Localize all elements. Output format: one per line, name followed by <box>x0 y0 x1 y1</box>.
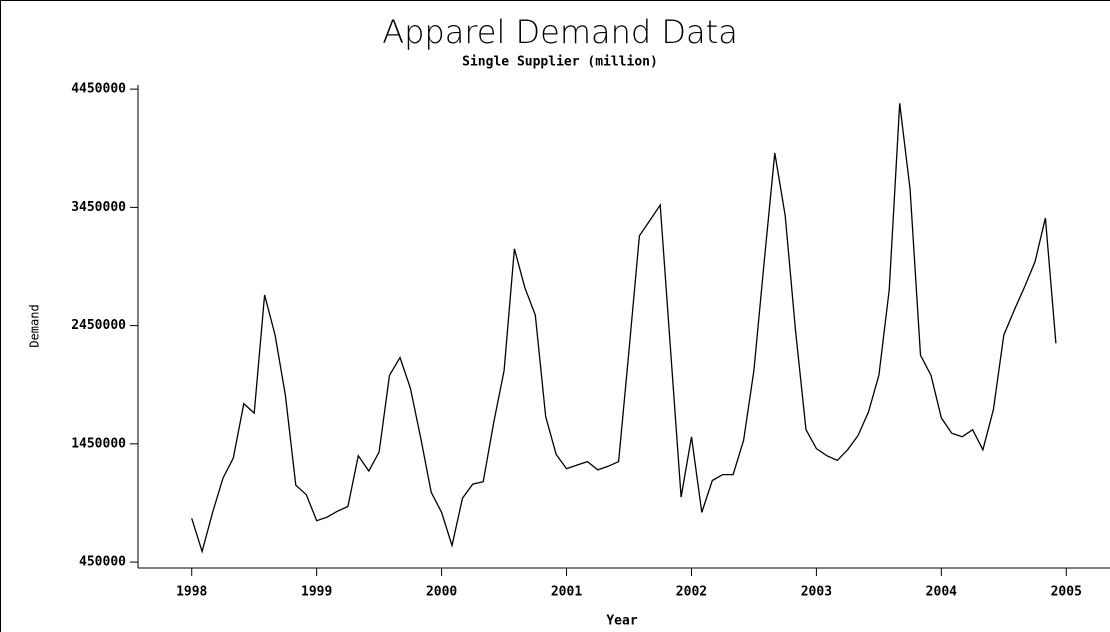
x-tick-label: 2004 <box>926 585 957 600</box>
x-tick-label: 2002 <box>676 585 707 600</box>
chart-subtitle: Single Supplier (million) <box>462 55 658 70</box>
y-tick-label: 2450000 <box>71 318 126 333</box>
y-tick-label: 4450000 <box>71 82 126 97</box>
x-tick-label: 1998 <box>176 585 207 600</box>
y-tick-label: 1450000 <box>71 436 126 451</box>
x-tick-label: 2005 <box>1051 585 1082 600</box>
y-tick-label: 3450000 <box>71 200 126 215</box>
y-tick-label: 450000 <box>79 555 126 570</box>
data-line <box>191 103 1057 554</box>
x-tick-label: 2001 <box>551 585 582 600</box>
x-tick-label: 2003 <box>801 585 832 600</box>
chart-title: Apparel Demand Data <box>382 13 738 51</box>
y-axis-label: Demand <box>28 304 42 347</box>
x-tick-label: 2000 <box>426 585 457 600</box>
x-axis-label: Year <box>606 614 637 629</box>
x-tick-label: 1999 <box>301 585 332 600</box>
